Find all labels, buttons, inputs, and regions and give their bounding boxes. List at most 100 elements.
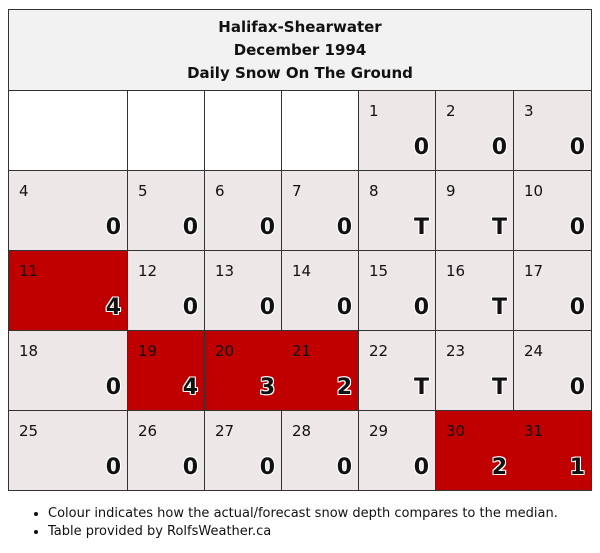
calendar-cell-day-18: 18 0: [9, 331, 128, 411]
station-name: Halifax-Shearwater: [218, 18, 382, 36]
calendar-cell-day-14: 14 0: [282, 251, 359, 331]
day-number: 30: [446, 422, 466, 440]
snow-depth-value: 2: [336, 375, 352, 400]
calendar-cell-day-12: 12 0: [128, 251, 205, 331]
calendar-cell-day-21: 21 2: [282, 331, 359, 411]
day-number: 27: [215, 422, 235, 440]
snow-depth-value: 0: [105, 455, 121, 480]
calendar-cell-empty: [9, 91, 128, 171]
day-number: 9: [446, 182, 456, 200]
day-number: 28: [292, 422, 312, 440]
calendar-cell-day-28: 28 0: [282, 411, 359, 491]
day-number: 11: [19, 262, 39, 280]
snow-depth-value: 0: [259, 295, 275, 320]
calendar-cell-day-15: 15 0: [359, 251, 436, 331]
day-number: 17: [524, 262, 544, 280]
snow-depth-value: 0: [336, 455, 352, 480]
day-number: 14: [292, 262, 312, 280]
calendar-cell-day-23: 23 T: [436, 331, 514, 411]
calendar-cell-day-11: 11 4: [9, 251, 128, 331]
snow-depth-value: 0: [336, 295, 352, 320]
note-source: Table provided by RolfsWeather.ca: [48, 523, 558, 541]
calendar-grid: 1 0 2 0 3 0 4 0 5 0 6 0 7 0 8 T 9 T 10 0 11 4 12 0 13 0 14 0 15 0 16 T 1…: [8, 91, 592, 491]
day-number: 20: [215, 342, 235, 360]
snow-depth-value: 0: [413, 455, 429, 480]
calendar-cell-day-27: 27 0: [205, 411, 282, 491]
snow-depth-value: T: [491, 295, 507, 320]
day-number: 24: [524, 342, 544, 360]
snow-depth-value: 0: [336, 215, 352, 240]
day-number: 4: [19, 182, 29, 200]
calendar-cell-day-26: 26 0: [128, 411, 205, 491]
day-number: 22: [369, 342, 389, 360]
calendar-cell-day-31: 31 1: [514, 411, 592, 491]
snow-depth-value: 0: [413, 295, 429, 320]
snow-depth-value: 4: [105, 295, 121, 320]
snow-depth-value: 0: [569, 295, 585, 320]
calendar-cell-day-16: 16 T: [436, 251, 514, 331]
calendar-cell-day-17: 17 0: [514, 251, 592, 331]
snow-depth-value: T: [413, 375, 429, 400]
snow-calendar: Halifax-Shearwater December 1994 Daily S…: [8, 9, 592, 491]
snow-depth-value: 1: [569, 455, 585, 480]
snow-depth-value: 0: [259, 215, 275, 240]
calendar-cell-day-22: 22 T: [359, 331, 436, 411]
day-number: 21: [292, 342, 312, 360]
day-number: 19: [138, 342, 158, 360]
snow-depth-value: 0: [569, 215, 585, 240]
calendar-cell-empty: [205, 91, 282, 171]
period-label: December 1994: [233, 41, 367, 59]
footnotes: Colour indicates how the actual/forecast…: [26, 505, 558, 541]
calendar-header: Halifax-Shearwater December 1994 Daily S…: [8, 9, 592, 91]
day-number: 6: [215, 182, 225, 200]
snow-depth-value: 0: [105, 375, 121, 400]
day-number: 23: [446, 342, 466, 360]
day-number: 2: [446, 102, 456, 120]
snow-depth-value: 3: [259, 375, 275, 400]
snow-depth-value: 0: [182, 295, 198, 320]
day-number: 3: [524, 102, 534, 120]
snow-depth-value: 0: [413, 135, 429, 160]
day-number: 12: [138, 262, 158, 280]
calendar-cell-day-19: 19 4: [128, 331, 205, 411]
snow-depth-value: T: [413, 215, 429, 240]
day-number: 25: [19, 422, 39, 440]
day-number: 5: [138, 182, 148, 200]
day-number: 31: [524, 422, 544, 440]
day-number: 16: [446, 262, 466, 280]
day-number: 15: [369, 262, 389, 280]
day-number: 10: [524, 182, 544, 200]
snow-depth-value: 0: [105, 215, 121, 240]
day-number: 18: [19, 342, 39, 360]
day-number: 26: [138, 422, 158, 440]
calendar-cell-day-25: 25 0: [9, 411, 128, 491]
snow-depth-value: T: [491, 215, 507, 240]
table-title: Daily Snow On The Ground: [187, 64, 413, 82]
note-colour-legend: Colour indicates how the actual/forecast…: [48, 505, 558, 523]
day-number: 29: [369, 422, 389, 440]
snow-depth-value: 0: [569, 375, 585, 400]
snow-depth-value: T: [491, 375, 507, 400]
calendar-cell-day-30: 30 2: [436, 411, 514, 491]
calendar-cell-empty: [282, 91, 359, 171]
snow-depth-value: 0: [259, 455, 275, 480]
day-number: 7: [292, 182, 302, 200]
calendar-cell-day-29: 29 0: [359, 411, 436, 491]
snow-depth-value: 0: [182, 215, 198, 240]
calendar-cell-day-24: 24 0: [514, 331, 592, 411]
day-number: 8: [369, 182, 379, 200]
calendar-cell-empty: [128, 91, 205, 171]
snow-depth-value: 4: [182, 375, 198, 400]
snow-depth-value: 2: [491, 455, 507, 480]
snow-depth-value: 0: [182, 455, 198, 480]
calendar-cell-day-13: 13 0: [205, 251, 282, 331]
